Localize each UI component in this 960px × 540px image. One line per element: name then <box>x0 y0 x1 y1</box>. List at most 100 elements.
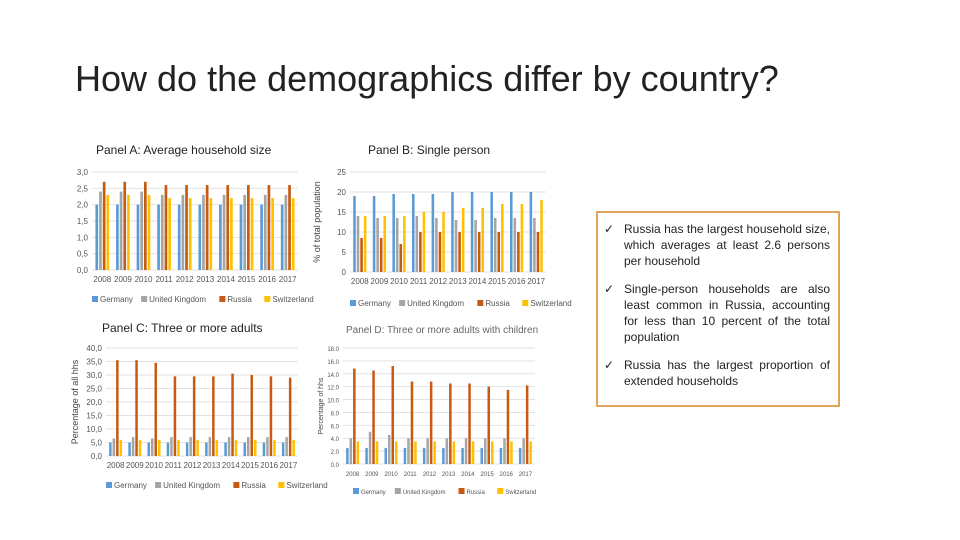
bar-united-kingdom <box>533 218 536 272</box>
x-tick-label: 2010 <box>390 277 408 286</box>
bar-russia <box>468 383 471 464</box>
bar-switzerland <box>414 441 417 464</box>
bar-germany <box>442 447 445 464</box>
x-tick-label: 2008 <box>351 277 369 286</box>
x-tick-label: 2012 <box>429 277 447 286</box>
bar-russia <box>391 366 394 464</box>
x-tick-label: 2010 <box>135 275 153 284</box>
bar-switzerland <box>403 216 406 272</box>
x-tick-label: 2013 <box>449 277 467 286</box>
y-tick-label: 1,0 <box>77 233 89 242</box>
bar-germany <box>480 447 484 464</box>
bar-united-kingdom <box>415 216 419 272</box>
x-tick-label: 2012 <box>423 472 437 478</box>
finding-text: Russia has the largest household size, w… <box>624 222 830 268</box>
bar-germany <box>353 196 356 272</box>
bar-germany <box>128 442 131 456</box>
bar-united-kingdom <box>474 220 477 272</box>
bar-switzerland <box>363 216 367 272</box>
panel-c-title: Panel C: Three or more adults <box>102 321 263 335</box>
bar-switzerland <box>375 441 379 464</box>
bar-united-kingdom <box>170 437 173 456</box>
legend-label: Russia <box>241 481 266 490</box>
bar-switzerland <box>119 439 123 456</box>
x-tick-label: 2016 <box>500 472 514 478</box>
x-tick-label: 2009 <box>114 275 132 284</box>
x-tick-label: 2009 <box>371 277 389 286</box>
bar-united-kingdom <box>181 194 185 270</box>
x-tick-label: 2014 <box>217 275 235 284</box>
x-tick-label: 2012 <box>184 461 202 470</box>
bar-switzerland <box>471 441 475 464</box>
bar-germany <box>431 194 435 272</box>
x-tick-label: 2008 <box>346 472 360 478</box>
bar-united-kingdom <box>222 194 226 270</box>
legend-label: Switzerland <box>286 481 327 490</box>
x-tick-label: 2011 <box>404 472 418 478</box>
y-tick-label: 5 <box>342 248 347 257</box>
bar-switzerland <box>442 212 445 272</box>
bar-united-kingdom <box>202 194 205 270</box>
x-tick-label: 2014 <box>222 461 240 470</box>
bar-germany <box>412 194 415 272</box>
x-tick-label: 2017 <box>280 461 298 470</box>
bar-united-kingdom <box>285 437 288 456</box>
y-tick-label: 1,5 <box>77 217 89 226</box>
x-tick-label: 2010 <box>384 472 398 478</box>
bar-russia <box>372 370 375 464</box>
y-axis-label: Percentage of all hhs <box>70 359 80 444</box>
x-tick-label: 2014 <box>469 277 487 286</box>
bar-russia <box>438 232 442 272</box>
bar-russia <box>288 377 292 456</box>
bar-russia <box>212 376 215 456</box>
x-tick-label: 2017 <box>519 472 533 478</box>
x-tick-label: 2015 <box>480 472 494 478</box>
bar-germany <box>510 192 513 272</box>
y-tick-label: 12.0 <box>327 386 339 392</box>
legend-swatch <box>477 300 484 306</box>
chart-panel-d: 0.0 2.0 4.0 6.0 8.0 10.0 12.0 14.0 16.0 18.0 Perce… <box>318 347 536 496</box>
bar-united-kingdom <box>454 220 458 272</box>
panel-b-title: Panel B: Single person <box>368 143 491 157</box>
bar-russia <box>154 362 157 456</box>
x-tick-label: 2010 <box>145 461 163 470</box>
legend-label: Russia <box>227 295 252 304</box>
bar-germany <box>243 442 247 456</box>
bar-russia <box>410 381 414 464</box>
bar-switzerland <box>271 198 274 270</box>
y-tick-label: 16.0 <box>327 360 339 366</box>
bar-united-kingdom <box>131 437 135 456</box>
bar-germany <box>157 204 160 270</box>
bar-united-kingdom <box>395 218 399 272</box>
y-tick-label: 0,0 <box>91 452 103 461</box>
bar-switzerland <box>394 441 398 464</box>
y-tick-label: 0,5 <box>77 250 89 259</box>
bar-russia <box>288 185 291 270</box>
bar-switzerland <box>422 212 426 272</box>
bar-switzerland <box>230 198 233 270</box>
bar-germany <box>280 204 284 270</box>
x-tick-label: 2014 <box>461 472 475 478</box>
bar-switzerland <box>273 439 276 456</box>
bar-russia <box>173 376 177 456</box>
bar-germany <box>198 204 202 270</box>
y-tick-label: 30,0 <box>86 371 102 380</box>
bar-germany <box>470 192 474 272</box>
bar-russia <box>164 185 168 270</box>
bar-switzerland <box>127 194 130 270</box>
bar-russia <box>497 232 501 272</box>
finding-item: ✓ Russia has the largest household size,… <box>604 221 830 269</box>
bar-russia <box>353 368 356 464</box>
bar-united-kingdom <box>227 437 231 456</box>
x-tick-label: 2011 <box>165 461 183 470</box>
bar-switzerland <box>177 439 180 456</box>
bar-switzerland <box>250 198 254 270</box>
y-tick-label: 2,0 <box>77 201 89 210</box>
bar-germany <box>490 192 493 272</box>
bar-switzerland <box>215 439 219 456</box>
y-tick-label: 15 <box>337 208 346 217</box>
legend-swatch <box>399 300 406 306</box>
bar-germany <box>166 442 170 456</box>
bar-switzerland <box>209 198 213 270</box>
bar-united-kingdom <box>284 194 288 270</box>
